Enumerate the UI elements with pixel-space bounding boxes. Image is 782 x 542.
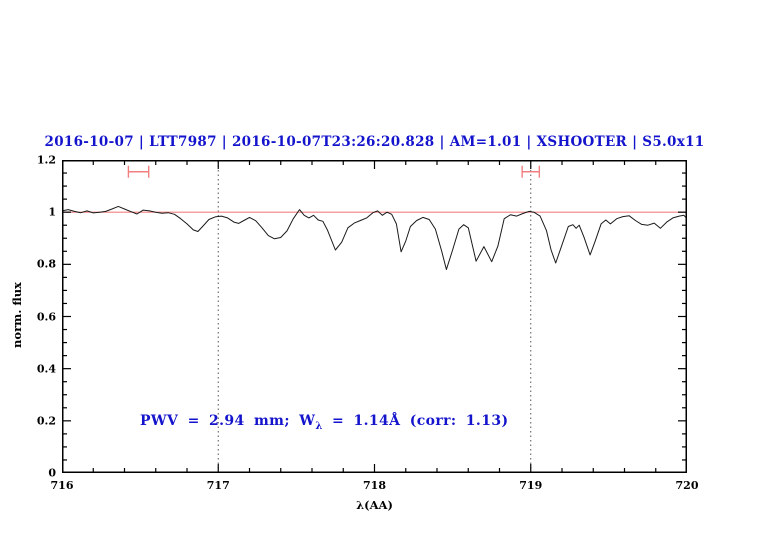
spectrum-line (62, 205, 687, 270)
y-tick-label: 0.4 (36, 362, 56, 376)
x-tick-label: 717 (206, 479, 230, 492)
pwv-annotation-sub: λ (315, 420, 323, 432)
axes-frame (62, 160, 687, 473)
y-tick-label: 0.2 (36, 414, 56, 428)
y-tick-label: 1 (48, 205, 56, 219)
y-axis-title: norm. flux (10, 282, 24, 348)
x-tick-label: 718 (363, 479, 386, 492)
x-tick-label: 719 (519, 479, 543, 492)
chart-title: 2016-10-07 | LTT7987 | 2016-10-07T23:26:… (44, 134, 705, 150)
y-tick-label: 1.2 (36, 153, 56, 167)
plot-area (62, 160, 687, 473)
pwv-annotation-post: = 1.14Å (corr: 1.13) (322, 413, 509, 429)
x-tick-label: 716 (50, 479, 74, 492)
x-axis-title: λ(AA) (356, 498, 393, 512)
y-tick-label: 0.6 (36, 310, 56, 323)
y-tick-label: 0.8 (36, 257, 56, 271)
pwv-annotation: PWV = 2.94 mm; Wλ = 1.14Å (corr: 1.13) (140, 413, 509, 432)
x-tick-label: 720 (675, 479, 699, 492)
y-tick-label: 0 (48, 466, 56, 480)
pwv-annotation-pre: PWV = 2.94 mm; W (140, 413, 316, 429)
